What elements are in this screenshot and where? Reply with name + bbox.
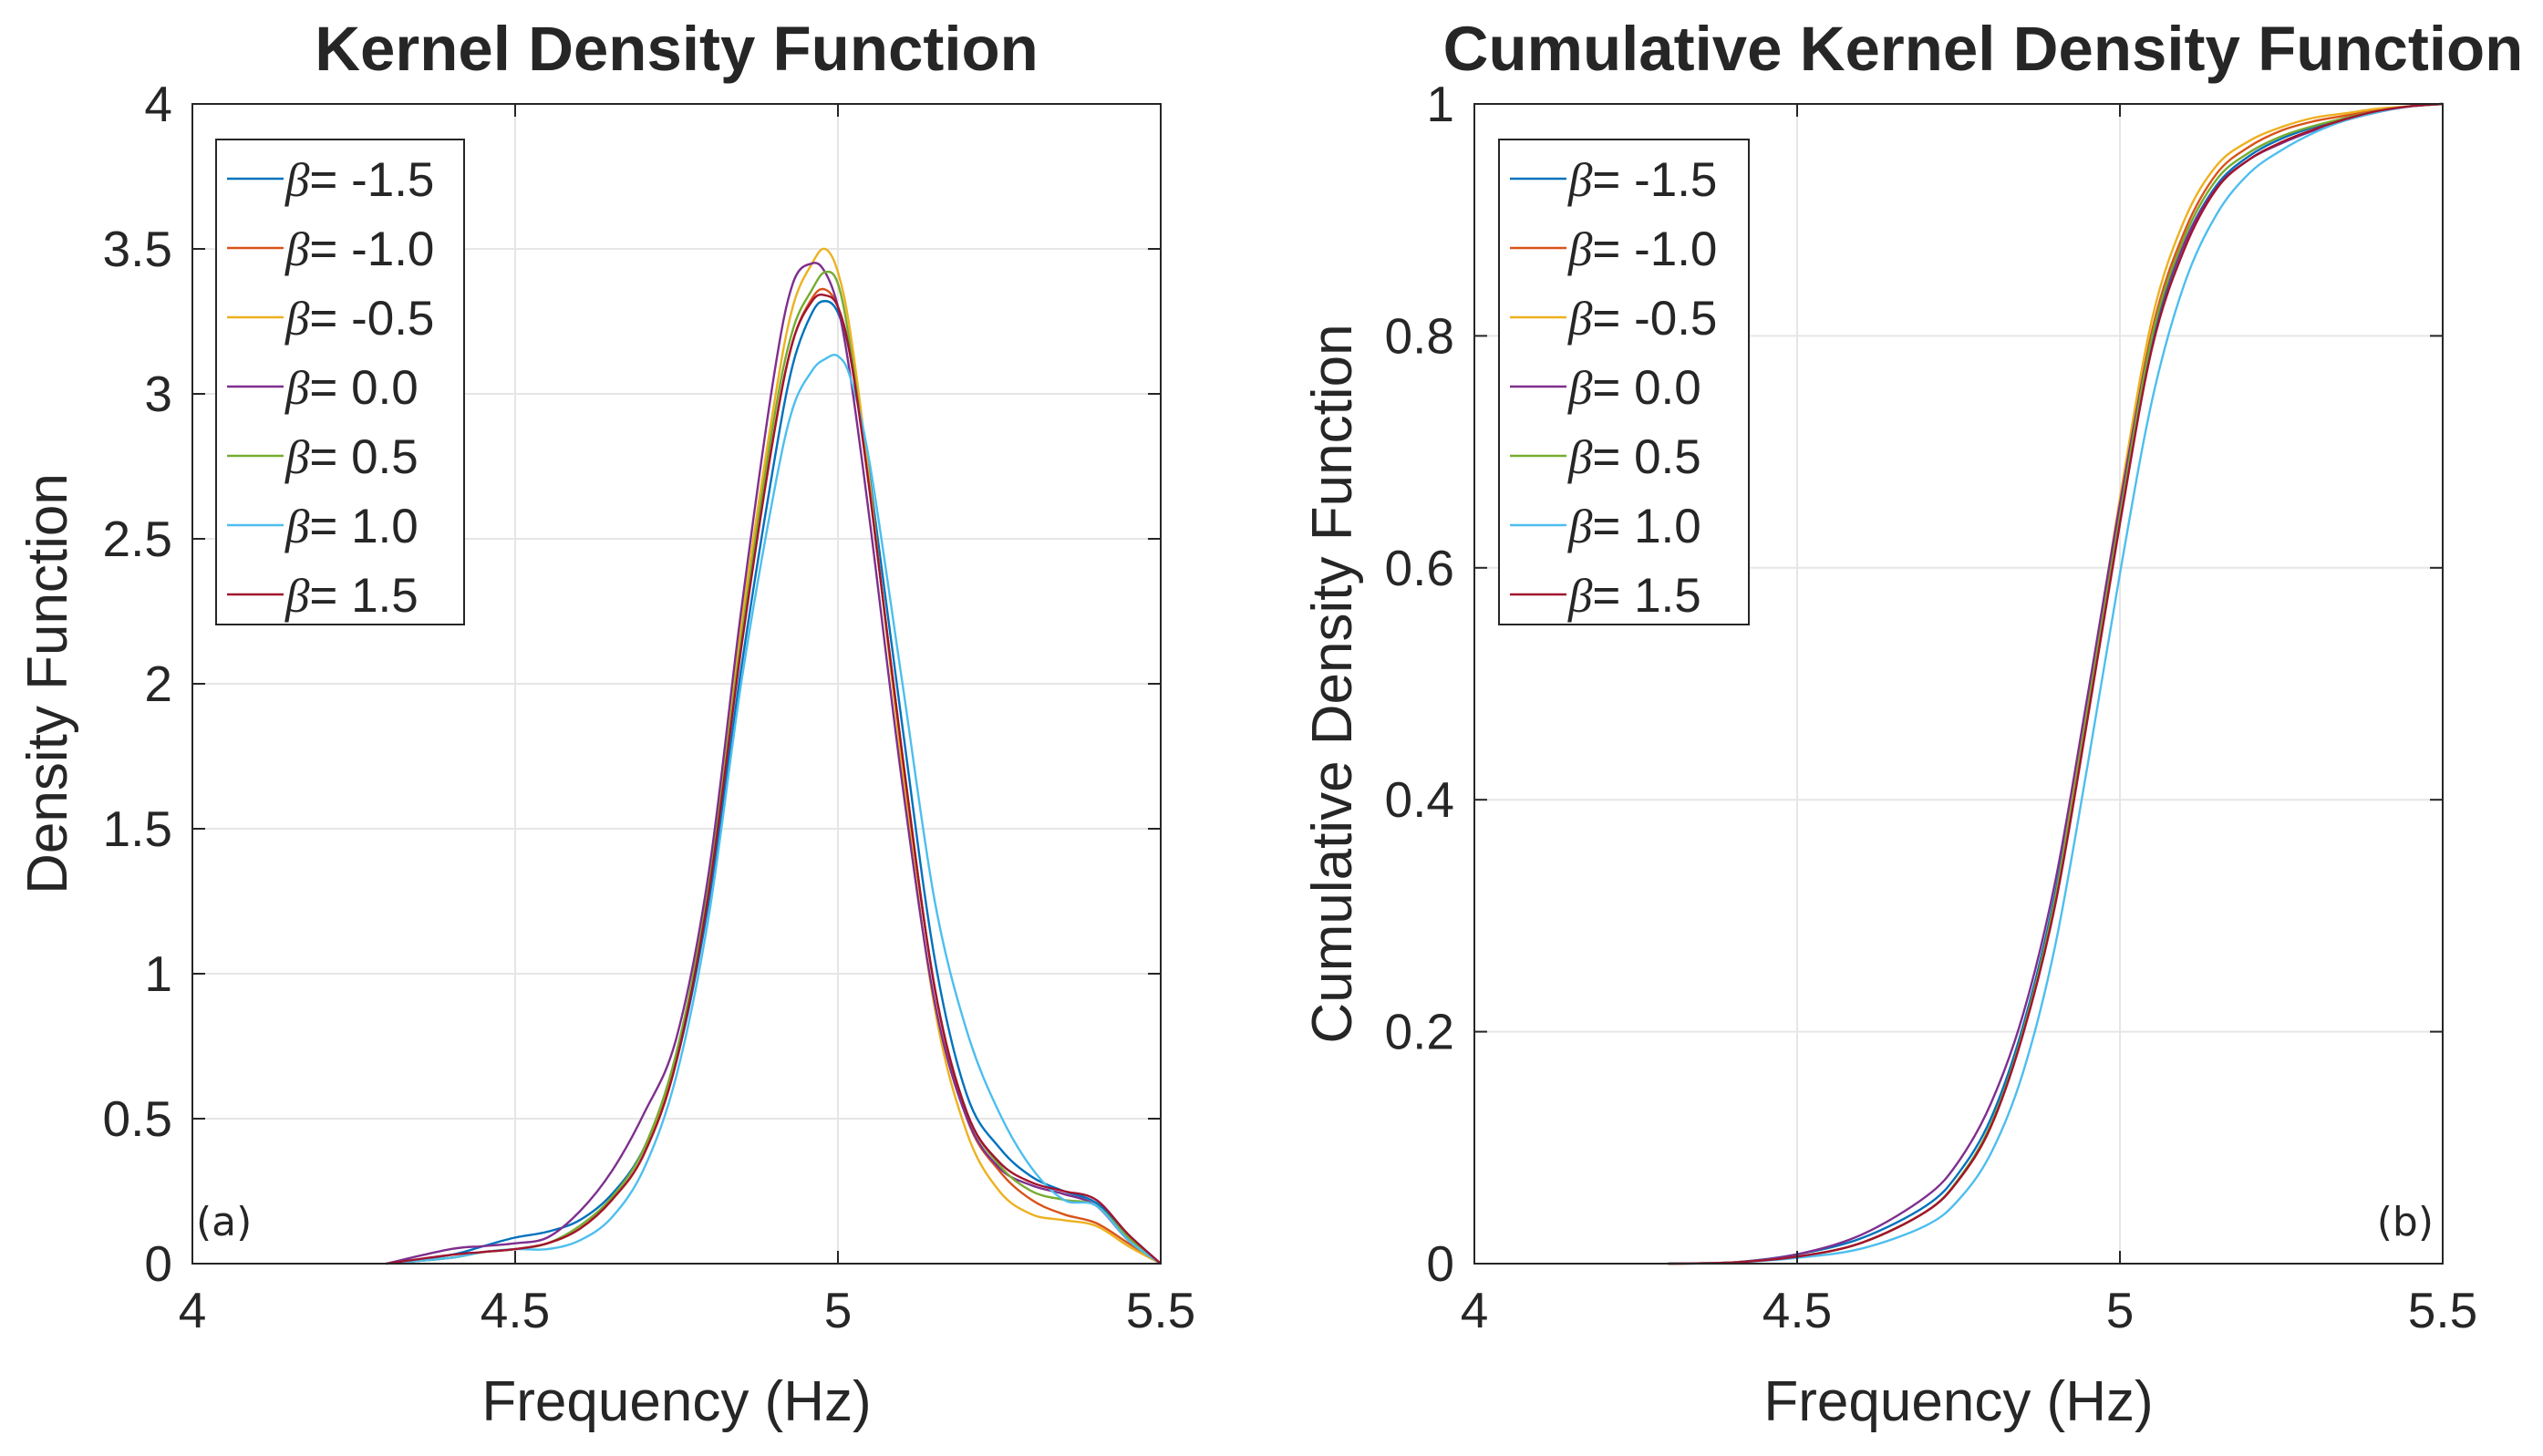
x-tick-label: 4.5 — [481, 1282, 550, 1338]
y-tick-label: 4 — [144, 76, 172, 132]
legend: β= -1.5β= -1.0β= -0.5β= 0.0β= 0.5β= 1.0β… — [215, 139, 465, 625]
series-line-3 — [386, 262, 1162, 1265]
legend-label-6: β= 1.5 — [284, 569, 419, 623]
series-line-4 — [386, 270, 1162, 1265]
legend-value: = -0.5 — [309, 292, 434, 346]
x-axis-label: Frequency (Hz) — [1763, 1370, 2153, 1433]
legend-box — [215, 139, 465, 625]
legend-value: = 0.5 — [1592, 430, 1701, 484]
legend-symbol: β — [284, 570, 310, 623]
legend-label-5: β= 1.0 — [284, 500, 419, 553]
series-line-0 — [386, 300, 1162, 1265]
x-tick-label: 4.5 — [1763, 1282, 1832, 1338]
x-tick-label: 4 — [1461, 1282, 1489, 1338]
legend-label-2: β= -0.5 — [284, 292, 434, 346]
legend-value: = 0.0 — [309, 361, 418, 415]
legend-value: = -1.0 — [1592, 222, 1717, 276]
legend-symbol: β — [284, 223, 310, 276]
legend-symbol: β — [1567, 223, 1593, 276]
y-tick-label: 1.5 — [103, 800, 172, 857]
legend-value: = 0.0 — [1592, 361, 1701, 415]
legend-value: = 0.5 — [309, 430, 418, 484]
y-axis-label: Density Function — [16, 473, 79, 894]
legend-label-3: β= 0.0 — [284, 361, 419, 415]
legend-symbol: β — [284, 431, 310, 484]
legend-symbol: β — [284, 154, 310, 207]
y-tick-label: 0.4 — [1385, 771, 1454, 828]
legend-value: = -1.0 — [309, 222, 434, 276]
y-tick-label: 3 — [144, 366, 172, 422]
y-tick-label: 0.5 — [103, 1090, 172, 1147]
legend-value: = 1.0 — [1592, 500, 1701, 553]
legend-symbol: β — [1567, 293, 1593, 346]
legend-box — [1498, 139, 1750, 625]
axes-box — [1473, 103, 2444, 1265]
y-tick-label: 0.6 — [1385, 540, 1454, 596]
y-tick-label: 2 — [144, 656, 172, 712]
legend-symbol: β — [284, 293, 310, 346]
y-tick-label: 1 — [144, 945, 172, 1002]
series-line-5 — [386, 354, 1162, 1265]
y-tick-label: 0 — [144, 1235, 172, 1292]
chart-title: Cumulative Kernel Density Function — [1443, 14, 2524, 84]
x-tick-label: 5.5 — [2408, 1282, 2477, 1338]
legend-label-1: β= -1.0 — [1567, 222, 1717, 276]
legend-value: = -1.5 — [309, 153, 434, 207]
legend-label-0: β= -1.5 — [284, 153, 434, 207]
legend-label-4: β= 0.5 — [1567, 430, 1701, 484]
legend-value: = 1.5 — [309, 569, 418, 623]
chart-title: Kernel Density Function — [315, 14, 1039, 84]
legend-value: = 1.5 — [1592, 569, 1701, 623]
legend-symbol: β — [1567, 501, 1593, 553]
x-tick-label: 5 — [2106, 1282, 2135, 1338]
x-tick-label: 5 — [824, 1282, 853, 1338]
legend-label-2: β= -0.5 — [1567, 292, 1717, 346]
series-line-6 — [1668, 102, 2444, 1265]
panel-label: (b) — [2377, 1199, 2434, 1245]
legend-label-4: β= 0.5 — [284, 430, 419, 484]
legend-value: = -0.5 — [1592, 292, 1717, 346]
series-line-6 — [386, 293, 1162, 1265]
chart-kernel-density: 4 4.5 5 5.5 0 0.5 1 1.5 2 2.5 3 3.5 4 Kernel Density … — [16, 14, 1195, 1433]
x-tick-label: 5.5 — [1126, 1282, 1195, 1338]
legend-label-3: β= 0.0 — [1567, 361, 1701, 415]
y-tick-label: 3.5 — [103, 221, 172, 277]
panel-label: (a) — [196, 1199, 252, 1245]
legend-label-1: β= -1.0 — [284, 222, 434, 276]
legend-symbol: β — [1567, 570, 1593, 623]
y-tick-label: 0.8 — [1385, 307, 1454, 364]
y-tick-label: 1 — [1426, 76, 1454, 132]
y-tick-label: 0.2 — [1385, 1004, 1454, 1060]
legend: β= -1.5β= -1.0β= -0.5β= 0.0β= 0.5β= 1.0β… — [1498, 139, 1750, 625]
y-axis-label: Cumulative Density Function — [1301, 324, 1364, 1043]
legend-label-5: β= 1.0 — [1567, 500, 1701, 553]
series-line-5 — [1668, 102, 2444, 1265]
series-line-3 — [1668, 102, 2444, 1265]
legend-value: = -1.5 — [1592, 153, 1717, 207]
legend-value: = 1.0 — [309, 500, 418, 553]
legend-symbol: β — [284, 501, 310, 553]
legend-symbol: β — [1567, 362, 1593, 415]
legend-label-6: β= 1.5 — [1567, 569, 1701, 623]
legend-symbol: β — [1567, 154, 1593, 207]
legend-symbol: β — [284, 362, 310, 415]
y-tick-label: 2.5 — [103, 511, 172, 567]
legend-symbol: β — [1567, 431, 1593, 484]
legend-label-0: β= -1.5 — [1567, 153, 1717, 207]
x-axis-label: Frequency (Hz) — [481, 1370, 871, 1433]
y-tick-label: 0 — [1426, 1235, 1454, 1292]
x-tick-label: 4 — [179, 1282, 207, 1338]
